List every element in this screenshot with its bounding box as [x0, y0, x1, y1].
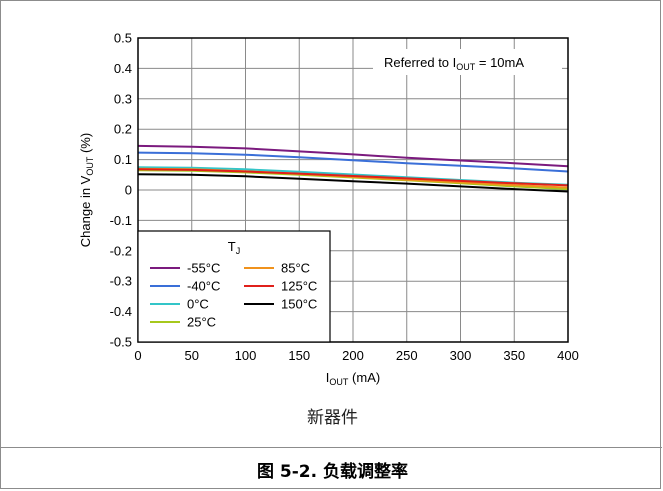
y-tick-label: -0.2	[110, 243, 132, 258]
legend-label-6: 150°C	[281, 297, 317, 312]
x-tick-label: 100	[235, 348, 257, 363]
legend-label-3: 25°C	[187, 315, 216, 330]
series-line-1	[137, 151, 569, 173]
line-chart: 0 50 100 150 200 250 300 350 400 0.5 0.4 0.3 0.2 0.1 0…	[78, 31, 579, 388]
x-tick-label: 150	[288, 348, 310, 363]
x-tick-label: 350	[503, 348, 525, 363]
x-tick-label: 400	[557, 348, 579, 363]
legend-label-1: -40°C	[187, 279, 220, 294]
y-tick-label: 0.5	[114, 31, 132, 46]
legend-label-2: 0°C	[187, 297, 209, 312]
legend-label-4: 85°C	[281, 261, 310, 276]
y-tick-label: 0	[125, 183, 132, 198]
x-axis-label: IOUT (mA)	[326, 370, 380, 387]
y-tick-label: 0.3	[114, 91, 132, 106]
x-tick-label: 200	[342, 348, 364, 363]
x-tick-label: 250	[396, 348, 418, 363]
legend-title: TJ	[228, 239, 240, 256]
y-tick-label: -0.4	[110, 304, 132, 319]
series-line-5	[137, 168, 569, 187]
y-tick-label: -0.5	[110, 335, 132, 350]
y-tick-label: 0.1	[114, 152, 132, 167]
y-tick-label: 0.4	[114, 61, 132, 76]
y-tick-label: -0.3	[110, 274, 132, 289]
y-tick-label: 0.2	[114, 122, 132, 137]
plot-frame	[137, 37, 569, 343]
legend-label-0: -55°C	[187, 261, 220, 276]
annotation-text: Referred to IOUT = 10mA	[384, 55, 524, 72]
annotation-box	[373, 49, 562, 75]
x-tick-label: 50	[185, 348, 199, 363]
x-tick-label: 0	[134, 348, 141, 363]
watermark-text: 新器件	[307, 408, 358, 428]
series-line-0	[137, 144, 569, 168]
y-axis-label: Change in VOUT (%)	[78, 133, 95, 247]
x-tick-label: 300	[450, 348, 472, 363]
series-line-6	[137, 173, 569, 193]
legend-label-5: 125°C	[281, 279, 317, 294]
y-tick-label: -0.1	[110, 213, 132, 228]
figure-caption: 图 5-2. 负载调整率	[256, 462, 408, 482]
caption-divider	[1, 447, 662, 448]
